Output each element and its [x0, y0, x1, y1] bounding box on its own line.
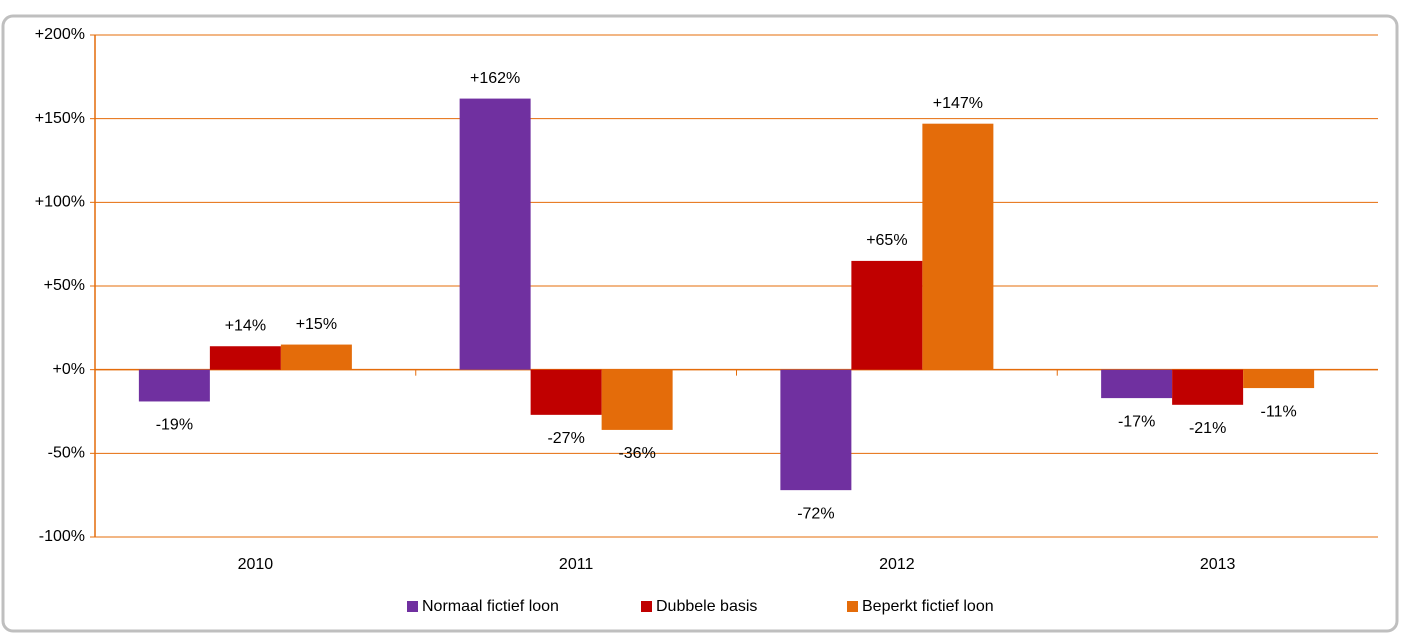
bar — [1172, 369, 1244, 405]
bar — [530, 369, 602, 415]
x-tick-label: 2012 — [879, 556, 915, 573]
y-tick-label: +50% — [44, 277, 85, 294]
data-label: +65% — [866, 232, 907, 249]
data-label: +147% — [933, 95, 983, 112]
legend-label: Beperkt fictief loon — [862, 598, 994, 615]
data-label: -72% — [797, 505, 834, 522]
x-tick-label: 2011 — [559, 556, 594, 573]
bar — [601, 369, 673, 430]
y-tick-label: -50% — [48, 445, 85, 462]
legend-swatch — [407, 601, 418, 612]
data-label: -19% — [156, 417, 193, 434]
bar — [209, 346, 281, 370]
bar — [780, 369, 852, 491]
bar — [280, 344, 352, 370]
y-tick-label: +100% — [35, 194, 85, 211]
bar — [851, 260, 923, 370]
bar — [1101, 369, 1173, 399]
data-label: -11% — [1261, 403, 1297, 420]
data-label: -17% — [1118, 413, 1155, 430]
bar — [459, 98, 531, 370]
data-label: +14% — [225, 317, 266, 334]
y-tick-label: +200% — [35, 26, 85, 43]
legend-swatch — [847, 601, 858, 612]
data-label: +162% — [470, 70, 520, 87]
y-tick-label: -100% — [39, 528, 85, 545]
x-tick-label: 2013 — [1200, 556, 1236, 573]
chart-frame — [1, 14, 1399, 633]
legend-swatch — [641, 601, 652, 612]
bar — [1243, 369, 1315, 389]
legend-label: Dubbele basis — [656, 598, 757, 615]
data-label: -36% — [618, 445, 655, 462]
data-label: +15% — [296, 316, 337, 333]
data-label: -27% — [547, 430, 584, 447]
legend-label: Normaal fictief loon — [422, 598, 559, 615]
y-tick-label: +0% — [53, 361, 85, 378]
y-tick-label: +150% — [35, 110, 85, 127]
bar — [138, 369, 210, 402]
data-label: -21% — [1189, 420, 1226, 437]
x-tick-label: 2010 — [238, 556, 274, 573]
bar — [922, 123, 994, 370]
